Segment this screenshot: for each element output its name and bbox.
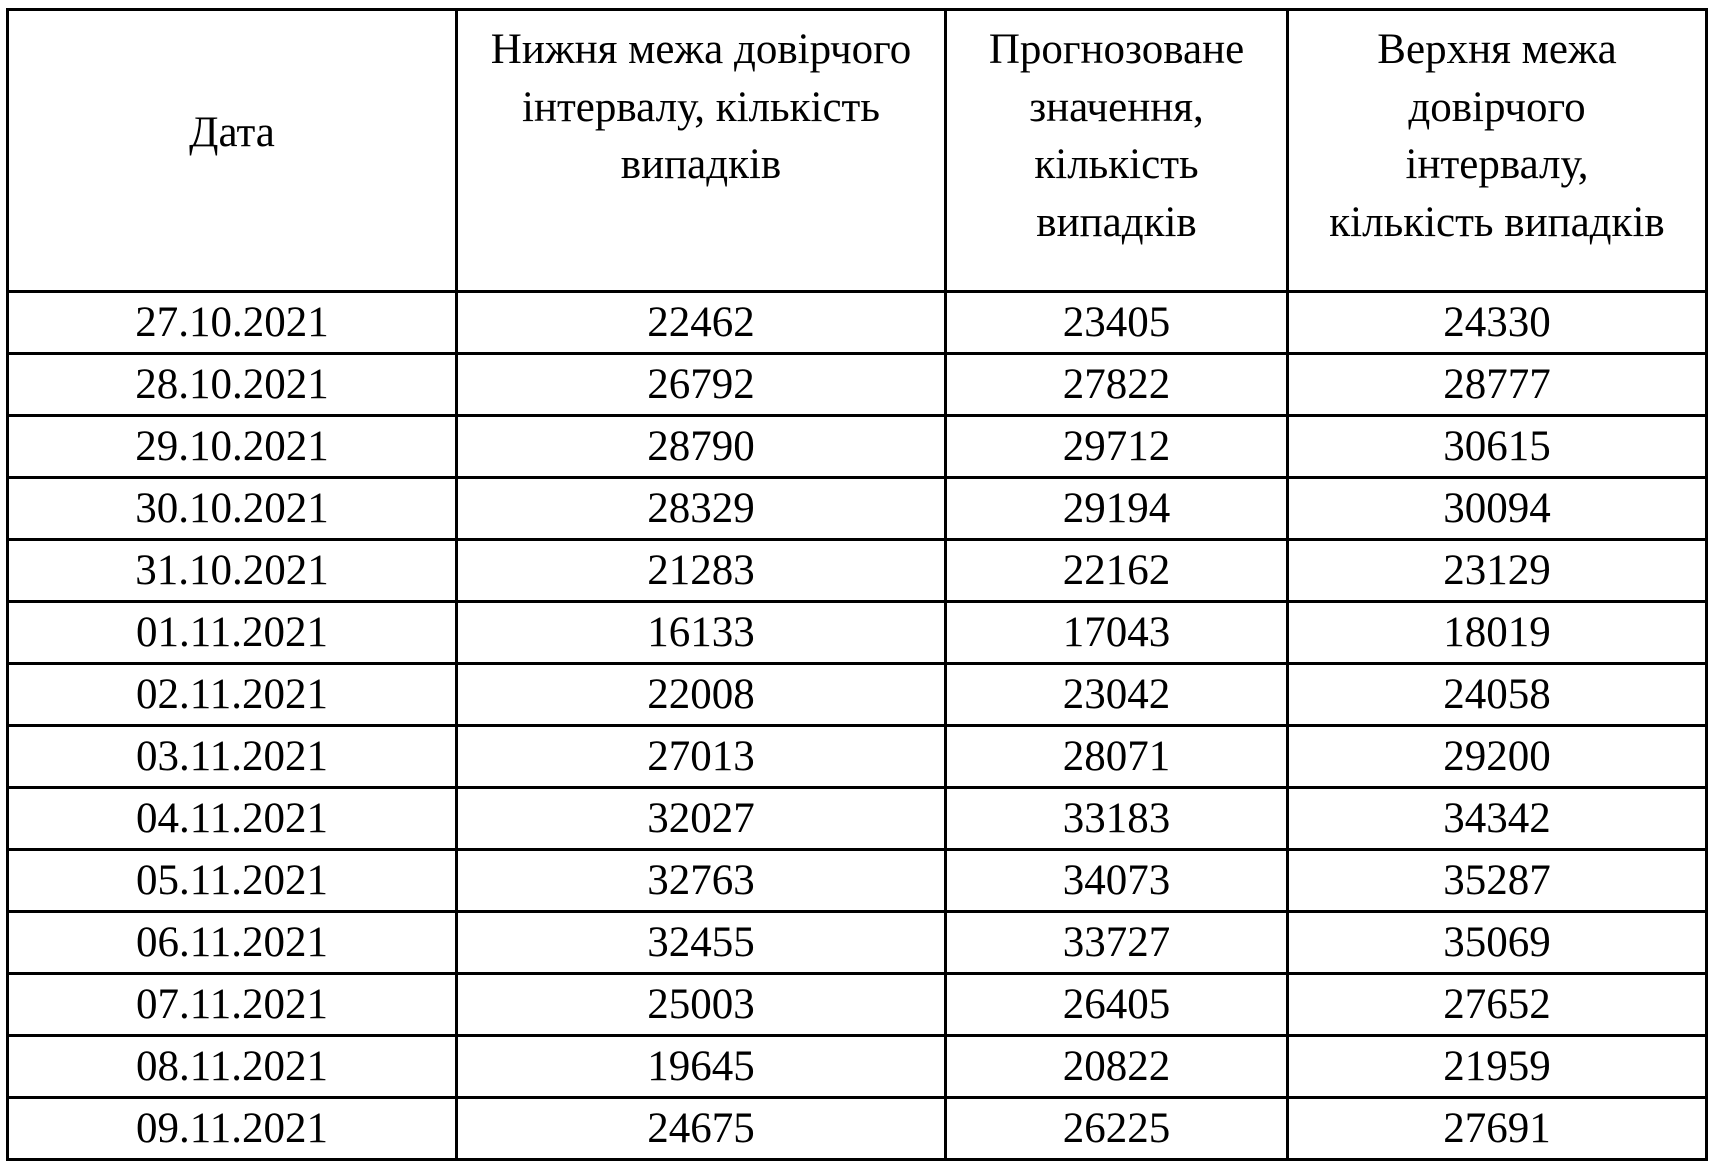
value-cell: 19645 xyxy=(455,1034,947,1099)
column-header-3: Верхня межа довірчого інтервалу, кількість … xyxy=(1286,8,1708,293)
value-cell: 27691 xyxy=(1286,1096,1708,1161)
date-cell: 02.11.2021 xyxy=(6,662,458,727)
value-cell: 26405 xyxy=(944,972,1289,1037)
value-cell: 30094 xyxy=(1286,476,1708,541)
value-cell: 33727 xyxy=(944,910,1289,975)
table-row: 28.10.2021 26792 27822 28777 xyxy=(6,352,1708,417)
column-header-1: Нижня межа довірчого інтервалу, кількість… xyxy=(455,8,947,293)
table-body: 27.10.2021 22462 23405 24330 28.10.2021 26792… xyxy=(6,290,1708,1161)
forecast-table: Дата Нижня межа довірчого інтервалу, кільк… xyxy=(6,8,1708,1161)
value-cell: 26225 xyxy=(944,1096,1289,1161)
date-cell: 03.11.2021 xyxy=(6,724,458,789)
value-cell: 22008 xyxy=(455,662,947,727)
value-cell: 21283 xyxy=(455,538,947,603)
date-cell: 31.10.2021 xyxy=(6,538,458,603)
value-cell: 33183 xyxy=(944,786,1289,851)
value-cell: 35287 xyxy=(1286,848,1708,913)
value-cell: 28790 xyxy=(455,414,947,479)
value-cell: 25003 xyxy=(455,972,947,1037)
table-row: 29.10.2021 28790 29712 30615 xyxy=(6,414,1708,479)
table-row: 01.11.2021 16133 17043 18019 xyxy=(6,600,1708,665)
value-cell: 20822 xyxy=(944,1034,1289,1099)
value-cell: 29194 xyxy=(944,476,1289,541)
table-row: 27.10.2021 22462 23405 24330 xyxy=(6,290,1708,355)
table-row: 02.11.2021 22008 23042 24058 xyxy=(6,662,1708,727)
value-cell: 32455 xyxy=(455,910,947,975)
value-cell: 24675 xyxy=(455,1096,947,1161)
date-cell: 07.11.2021 xyxy=(6,972,458,1037)
date-cell: 29.10.2021 xyxy=(6,414,458,479)
table-row: 03.11.2021 27013 28071 29200 xyxy=(6,724,1708,789)
date-cell: 09.11.2021 xyxy=(6,1096,458,1161)
value-cell: 23405 xyxy=(944,290,1289,355)
date-cell: 27.10.2021 xyxy=(6,290,458,355)
value-cell: 22462 xyxy=(455,290,947,355)
table-row: 05.11.2021 32763 34073 35287 xyxy=(6,848,1708,913)
date-cell: 28.10.2021 xyxy=(6,352,458,417)
value-cell: 32027 xyxy=(455,786,947,851)
value-cell: 27013 xyxy=(455,724,947,789)
table-row: 06.11.2021 32455 33727 35069 xyxy=(6,910,1708,975)
value-cell: 29712 xyxy=(944,414,1289,479)
value-cell: 27822 xyxy=(944,352,1289,417)
date-cell: 01.11.2021 xyxy=(6,600,458,665)
value-cell: 18019 xyxy=(1286,600,1708,665)
table-row: 30.10.2021 28329 29194 30094 xyxy=(6,476,1708,541)
value-cell: 17043 xyxy=(944,600,1289,665)
value-cell: 35069 xyxy=(1286,910,1708,975)
value-cell: 27652 xyxy=(1286,972,1708,1037)
value-cell: 21959 xyxy=(1286,1034,1708,1099)
date-cell: 08.11.2021 xyxy=(6,1034,458,1099)
table-row: 09.11.2021 24675 26225 27691 xyxy=(6,1096,1708,1161)
value-cell: 22162 xyxy=(944,538,1289,603)
value-cell: 34342 xyxy=(1286,786,1708,851)
value-cell: 28071 xyxy=(944,724,1289,789)
table-row: 08.11.2021 19645 20822 21959 xyxy=(6,1034,1708,1099)
table-header: Дата Нижня межа довірчого інтервалу, кільк… xyxy=(6,8,1708,293)
value-cell: 28777 xyxy=(1286,352,1708,417)
value-cell: 23042 xyxy=(944,662,1289,727)
table-row: 07.11.2021 25003 26405 27652 xyxy=(6,972,1708,1037)
value-cell: 30615 xyxy=(1286,414,1708,479)
date-cell: 30.10.2021 xyxy=(6,476,458,541)
column-header-0: Дата xyxy=(6,8,458,293)
table-row: 04.11.2021 32027 33183 34342 xyxy=(6,786,1708,851)
value-cell: 24330 xyxy=(1286,290,1708,355)
column-header-2: Прогнозоване значення, кількість випадків xyxy=(944,8,1289,293)
date-cell: 04.11.2021 xyxy=(6,786,458,851)
value-cell: 24058 xyxy=(1286,662,1708,727)
value-cell: 34073 xyxy=(944,848,1289,913)
value-cell: 28329 xyxy=(455,476,947,541)
date-cell: 06.11.2021 xyxy=(6,910,458,975)
value-cell: 32763 xyxy=(455,848,947,913)
value-cell: 16133 xyxy=(455,600,947,665)
value-cell: 26792 xyxy=(455,352,947,417)
value-cell: 23129 xyxy=(1286,538,1708,603)
table-row: 31.10.2021 21283 22162 23129 xyxy=(6,538,1708,603)
value-cell: 29200 xyxy=(1286,724,1708,789)
table-header-row: Дата Нижня межа довірчого інтервалу, кільк… xyxy=(6,8,1708,293)
date-cell: 05.11.2021 xyxy=(6,848,458,913)
